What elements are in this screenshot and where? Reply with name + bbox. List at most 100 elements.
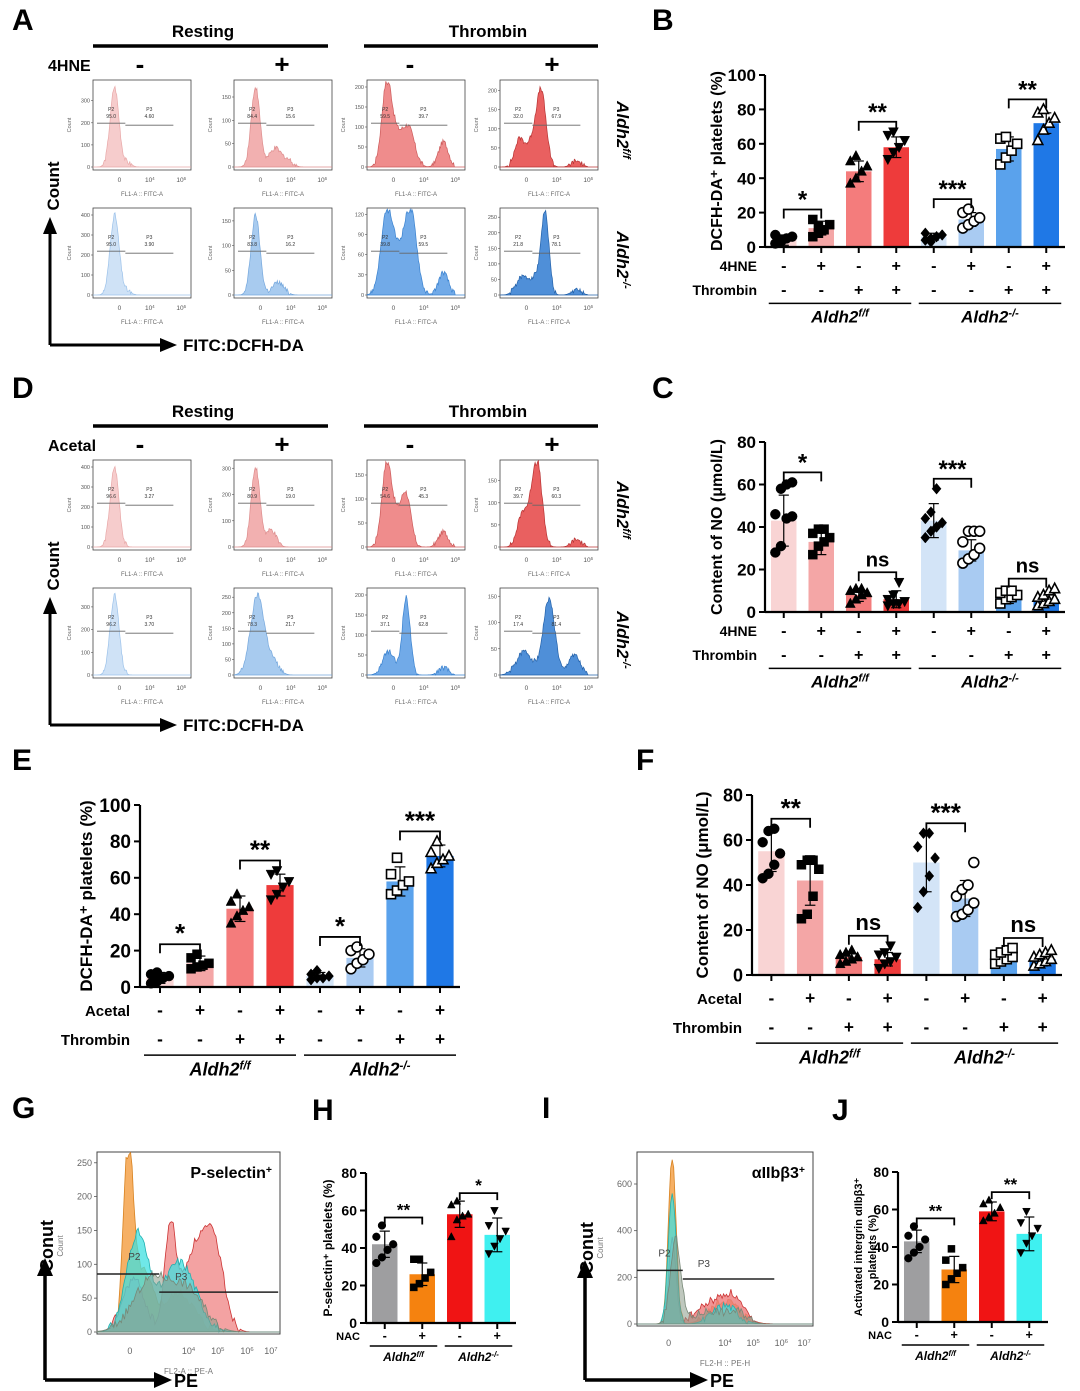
x-tick-label: 104 xyxy=(286,304,296,313)
data-point xyxy=(808,549,818,560)
y-tick-label: 20 xyxy=(110,941,131,962)
gate-p3-name: P3 xyxy=(420,235,426,241)
y-tick-label: 100 xyxy=(81,525,90,531)
y-tick-label: 60 xyxy=(110,869,131,890)
data-point xyxy=(372,1232,381,1241)
data-point xyxy=(808,891,818,901)
significance-label: ns xyxy=(1016,556,1040,578)
condition-sign: - xyxy=(924,988,930,1008)
gate-p3-value: 78.1 xyxy=(551,242,561,248)
count-axis-small-label: Count xyxy=(596,1237,605,1259)
significance-label: ** xyxy=(1018,76,1037,103)
bar-chart-c: 0 20 40 60 80 Content of NO (μmol/L) 4HNE - + - + -… xyxy=(692,433,1065,691)
histogram-fill xyxy=(234,466,332,548)
data-point xyxy=(1000,131,1012,143)
plot-y-label: Count xyxy=(474,625,480,640)
data-point xyxy=(920,531,931,544)
histogram-fill xyxy=(93,592,191,676)
gate-p3-name: P3 xyxy=(553,107,559,113)
y-tick-label: 200 xyxy=(222,611,231,617)
gate-p3-value: 59.5 xyxy=(418,242,428,248)
x-tick-label: 105 xyxy=(211,1346,224,1356)
y-tick-label: 0 xyxy=(494,673,497,679)
significance-bracket xyxy=(932,477,973,488)
condition-sign: + xyxy=(844,1017,854,1037)
data-point xyxy=(786,477,798,488)
data-point xyxy=(873,950,885,961)
plot-x-label: FL1-A :: FITC-A xyxy=(121,320,163,326)
significance-bracket xyxy=(1002,937,1044,947)
data-point xyxy=(824,219,835,230)
y-tick-label: 80 xyxy=(110,832,131,853)
x-tick-label: 106 xyxy=(176,304,186,313)
data-point xyxy=(192,949,202,959)
treatment-sign: - xyxy=(136,429,145,459)
data-point xyxy=(495,1235,505,1244)
histogram-fill xyxy=(93,85,191,168)
x-tick-label: 0 xyxy=(525,685,529,692)
condition-label: Thrombin xyxy=(692,282,757,298)
data-point xyxy=(1045,943,1058,956)
gate-p2-name: P2 xyxy=(249,487,255,493)
significance-label: * xyxy=(475,1176,482,1195)
x-tick-label: 104 xyxy=(552,304,562,313)
data-point xyxy=(786,231,798,242)
x-tick-label: 104 xyxy=(552,176,562,185)
count-axis-label: Conut xyxy=(577,1222,597,1274)
y-tick-label: 100 xyxy=(488,127,497,133)
gate-p2-value: 96.2 xyxy=(106,622,116,628)
significance-label: ns xyxy=(1010,912,1036,937)
histogram-fill xyxy=(366,81,465,168)
significance-label: ns xyxy=(866,549,890,571)
condition-sign: - xyxy=(931,622,936,640)
x-tick-label: 106 xyxy=(583,176,593,185)
condition-label: NAC xyxy=(336,1331,360,1343)
condition-sign: + xyxy=(235,1029,245,1049)
treatment-sign: + xyxy=(544,49,559,79)
data-point xyxy=(912,901,923,914)
x-tick-label: 0 xyxy=(666,1338,671,1348)
condition-sign: + xyxy=(817,257,826,275)
significance-bracket xyxy=(925,822,967,833)
data-point xyxy=(912,840,923,853)
data-point xyxy=(391,852,403,864)
treatment-sign: - xyxy=(136,49,145,79)
y-tick-label: 60 xyxy=(873,1202,889,1218)
condition-sign: - xyxy=(458,1329,462,1343)
data-point xyxy=(501,1227,510,1236)
data-point xyxy=(921,1235,930,1244)
data-point xyxy=(899,136,911,147)
condition-sign: + xyxy=(1042,622,1051,640)
significance-label: * xyxy=(335,911,346,941)
condition-sign: - xyxy=(931,646,936,664)
y-tick-label: 0 xyxy=(494,293,497,299)
data-point xyxy=(990,1208,999,1217)
y-tick-label: 0 xyxy=(494,165,497,171)
condition-sign: - xyxy=(237,1000,243,1020)
data-point xyxy=(844,177,856,188)
y-axis-label: DCFH-DA⁺ platelets (%) xyxy=(709,71,726,251)
condition-sign: - xyxy=(157,1029,163,1049)
plot-x-label: FL1-A :: FITC-A xyxy=(528,572,570,578)
gate-p2-name: P2 xyxy=(382,107,388,113)
y-tick-label: 0 xyxy=(733,965,743,985)
significance-bracket xyxy=(1007,577,1048,588)
y-tick-label: 200 xyxy=(488,231,497,237)
condition-sign: - xyxy=(1006,622,1011,640)
data-point xyxy=(808,214,818,225)
bar xyxy=(447,1214,473,1323)
data-point xyxy=(904,1231,913,1240)
y-axis-label: Content of NO (μmol/L) xyxy=(709,439,726,615)
data-point xyxy=(1011,138,1023,150)
data-point xyxy=(879,959,891,970)
y-tick-label: 20 xyxy=(737,204,756,223)
plot-x-label: FL1-A :: FITC-A xyxy=(528,700,570,706)
x-tick-label: 106 xyxy=(240,1346,253,1356)
x-tick-label: 106 xyxy=(317,176,327,185)
y-tick-label: 250 xyxy=(77,1158,92,1168)
data-point xyxy=(277,882,289,893)
